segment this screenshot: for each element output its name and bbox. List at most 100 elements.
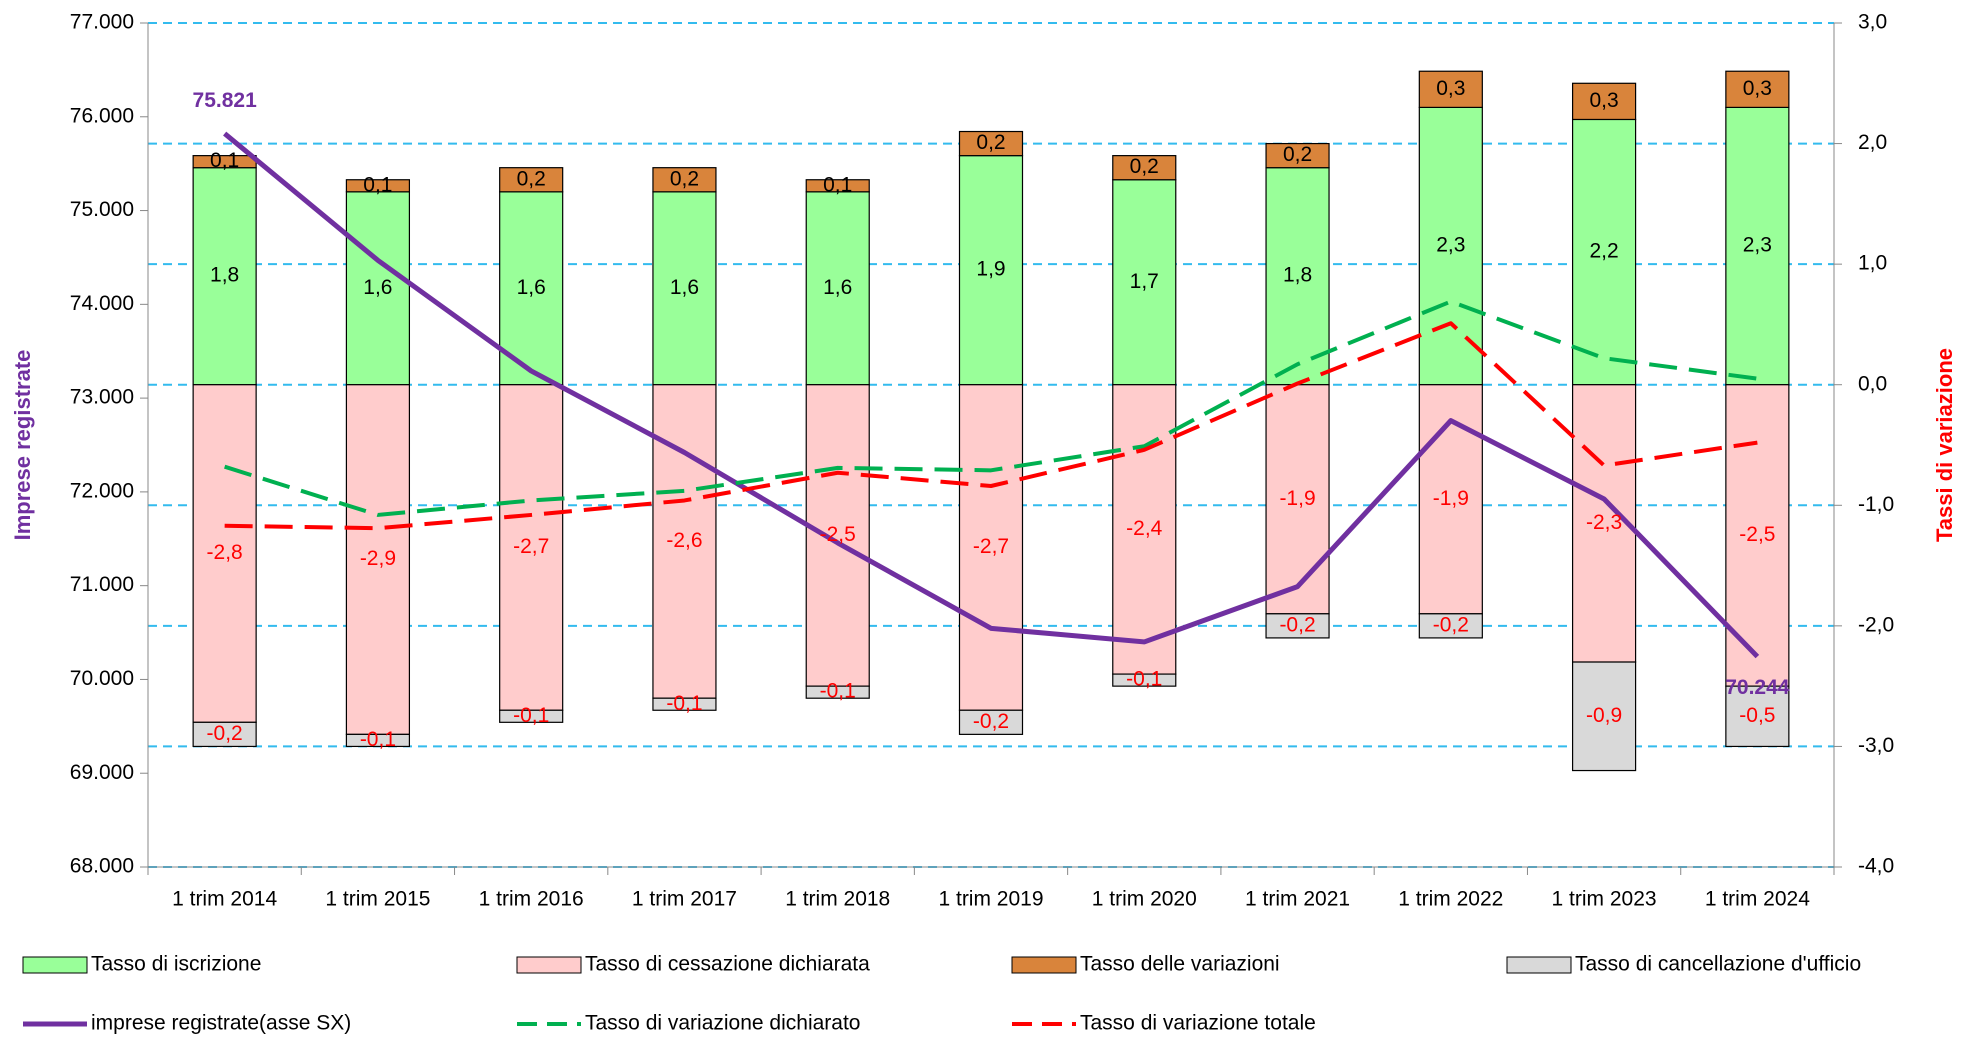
- legend-label: imprese registrate(asse SX): [91, 1012, 351, 1035]
- bar: [1112, 179, 1177, 386]
- data-label: 1,6: [517, 276, 546, 299]
- legend-swatch: [1011, 956, 1077, 974]
- y2-tick-label: 0,0: [1858, 372, 1887, 395]
- data-label: -0,1: [513, 704, 549, 727]
- bar: [1112, 155, 1177, 181]
- data-label: -0,1: [360, 728, 396, 751]
- bar: [805, 685, 870, 699]
- y2-tick-label: -3,0: [1858, 734, 1894, 757]
- data-label: 1,6: [823, 276, 852, 299]
- bar: [1265, 613, 1330, 639]
- data-label: 0,3: [1743, 77, 1772, 100]
- bar: [1112, 673, 1177, 687]
- data-label: -0,1: [1126, 668, 1162, 691]
- y-axis-title: Imprese registrate: [10, 350, 35, 541]
- data-label: -2,6: [666, 529, 702, 552]
- data-label: -0,2: [973, 710, 1009, 733]
- bar: [652, 167, 717, 193]
- bar: [499, 191, 564, 386]
- x-tick-label: 1 trim 2023: [1552, 888, 1657, 911]
- x-tick-label: 1 trim 2016: [479, 888, 584, 911]
- y2-tick-label: -4,0: [1858, 855, 1894, 878]
- legend-label: Tasso delle variazioni: [1080, 953, 1280, 976]
- data-label: -0,2: [1279, 613, 1315, 636]
- bar: [1265, 384, 1330, 615]
- legend-label: Tasso di cancellazione d'ufficio: [1575, 953, 1861, 976]
- y-tick-label: 68.000: [70, 855, 134, 878]
- data-label: 0,2: [1130, 155, 1159, 178]
- bar: [652, 191, 717, 386]
- bar: [499, 167, 564, 193]
- bar: [652, 697, 717, 711]
- y2-tick-label: 1,0: [1858, 252, 1887, 275]
- data-label: 0,1: [363, 173, 392, 196]
- bar: [958, 384, 1024, 711]
- bar: [1418, 70, 1483, 108]
- data-label: 1,6: [670, 276, 699, 299]
- data-label: -2,8: [207, 541, 243, 564]
- legend-label: Tasso di variazione totale: [1080, 1012, 1316, 1035]
- bar: [1265, 142, 1330, 169]
- bar: [1571, 118, 1637, 386]
- data-label: -2,7: [973, 535, 1009, 558]
- y-tick-label: 77.000: [70, 11, 134, 34]
- x-tick-label: 1 trim 2021: [1245, 888, 1350, 911]
- bar: [1571, 82, 1637, 121]
- y-tick-label: 70.000: [70, 667, 134, 690]
- y-tick-label: 76.000: [70, 104, 134, 127]
- x-tick-label: 1 trim 2019: [938, 888, 1043, 911]
- bar: [958, 155, 1024, 386]
- data-label: 75.821: [193, 89, 258, 112]
- legend-swatch: [1506, 956, 1572, 974]
- data-label: 1,8: [210, 264, 239, 287]
- line-series: [224, 321, 1758, 531]
- line-series: [224, 299, 1758, 517]
- data-label: 1,9: [976, 258, 1005, 281]
- x-tick-label: 1 trim 2015: [325, 888, 430, 911]
- data-label: 0,3: [1589, 89, 1618, 112]
- data-label: -2,5: [820, 523, 856, 546]
- data-label: -0,5: [1739, 704, 1775, 727]
- data-label: -0,2: [207, 722, 243, 745]
- bar: [805, 179, 870, 193]
- data-label: -2,7: [513, 535, 549, 558]
- data-label: -0,1: [666, 692, 702, 715]
- y-tick-label: 72.000: [70, 479, 134, 502]
- legend-label: Tasso di cessazione dichiarata: [585, 953, 870, 976]
- bar: [192, 167, 257, 386]
- bar: [958, 130, 1024, 157]
- x-tick-label: 1 trim 2020: [1092, 888, 1197, 911]
- bar: [1725, 685, 1790, 748]
- y2-tick-label: -1,0: [1858, 493, 1894, 516]
- data-label: 0,2: [1283, 143, 1312, 166]
- data-label: 1,8: [1283, 264, 1312, 287]
- data-label: 0,3: [1436, 77, 1465, 100]
- legend-swatch: [516, 956, 582, 974]
- data-label: 2,3: [1436, 234, 1465, 257]
- bar: [1725, 70, 1790, 108]
- bar: [345, 179, 411, 193]
- y2-tick-label: 3,0: [1858, 11, 1887, 34]
- data-label: 1,6: [363, 276, 392, 299]
- x-tick-label: 1 trim 2024: [1705, 888, 1810, 911]
- bar: [499, 384, 564, 711]
- data-label: -1,9: [1279, 487, 1315, 510]
- bar: [805, 384, 870, 687]
- data-label: 2,2: [1589, 240, 1618, 263]
- data-label: 0,2: [670, 167, 699, 190]
- x-tick-label: 1 trim 2014: [172, 888, 277, 911]
- bar: [1112, 384, 1177, 675]
- y-tick-label: 74.000: [70, 292, 134, 315]
- bar: [499, 709, 564, 723]
- data-label: 0,1: [823, 173, 852, 196]
- data-label: -0,9: [1586, 704, 1622, 727]
- bar: [805, 191, 870, 386]
- y2-tick-label: -2,0: [1858, 613, 1894, 636]
- y-tick-label: 71.000: [70, 573, 134, 596]
- bar: [345, 733, 411, 748]
- bar: [652, 384, 717, 699]
- bar: [1571, 661, 1637, 772]
- data-label: 1,7: [1130, 270, 1159, 293]
- bar: [345, 191, 411, 386]
- data-label: -2,9: [360, 547, 396, 570]
